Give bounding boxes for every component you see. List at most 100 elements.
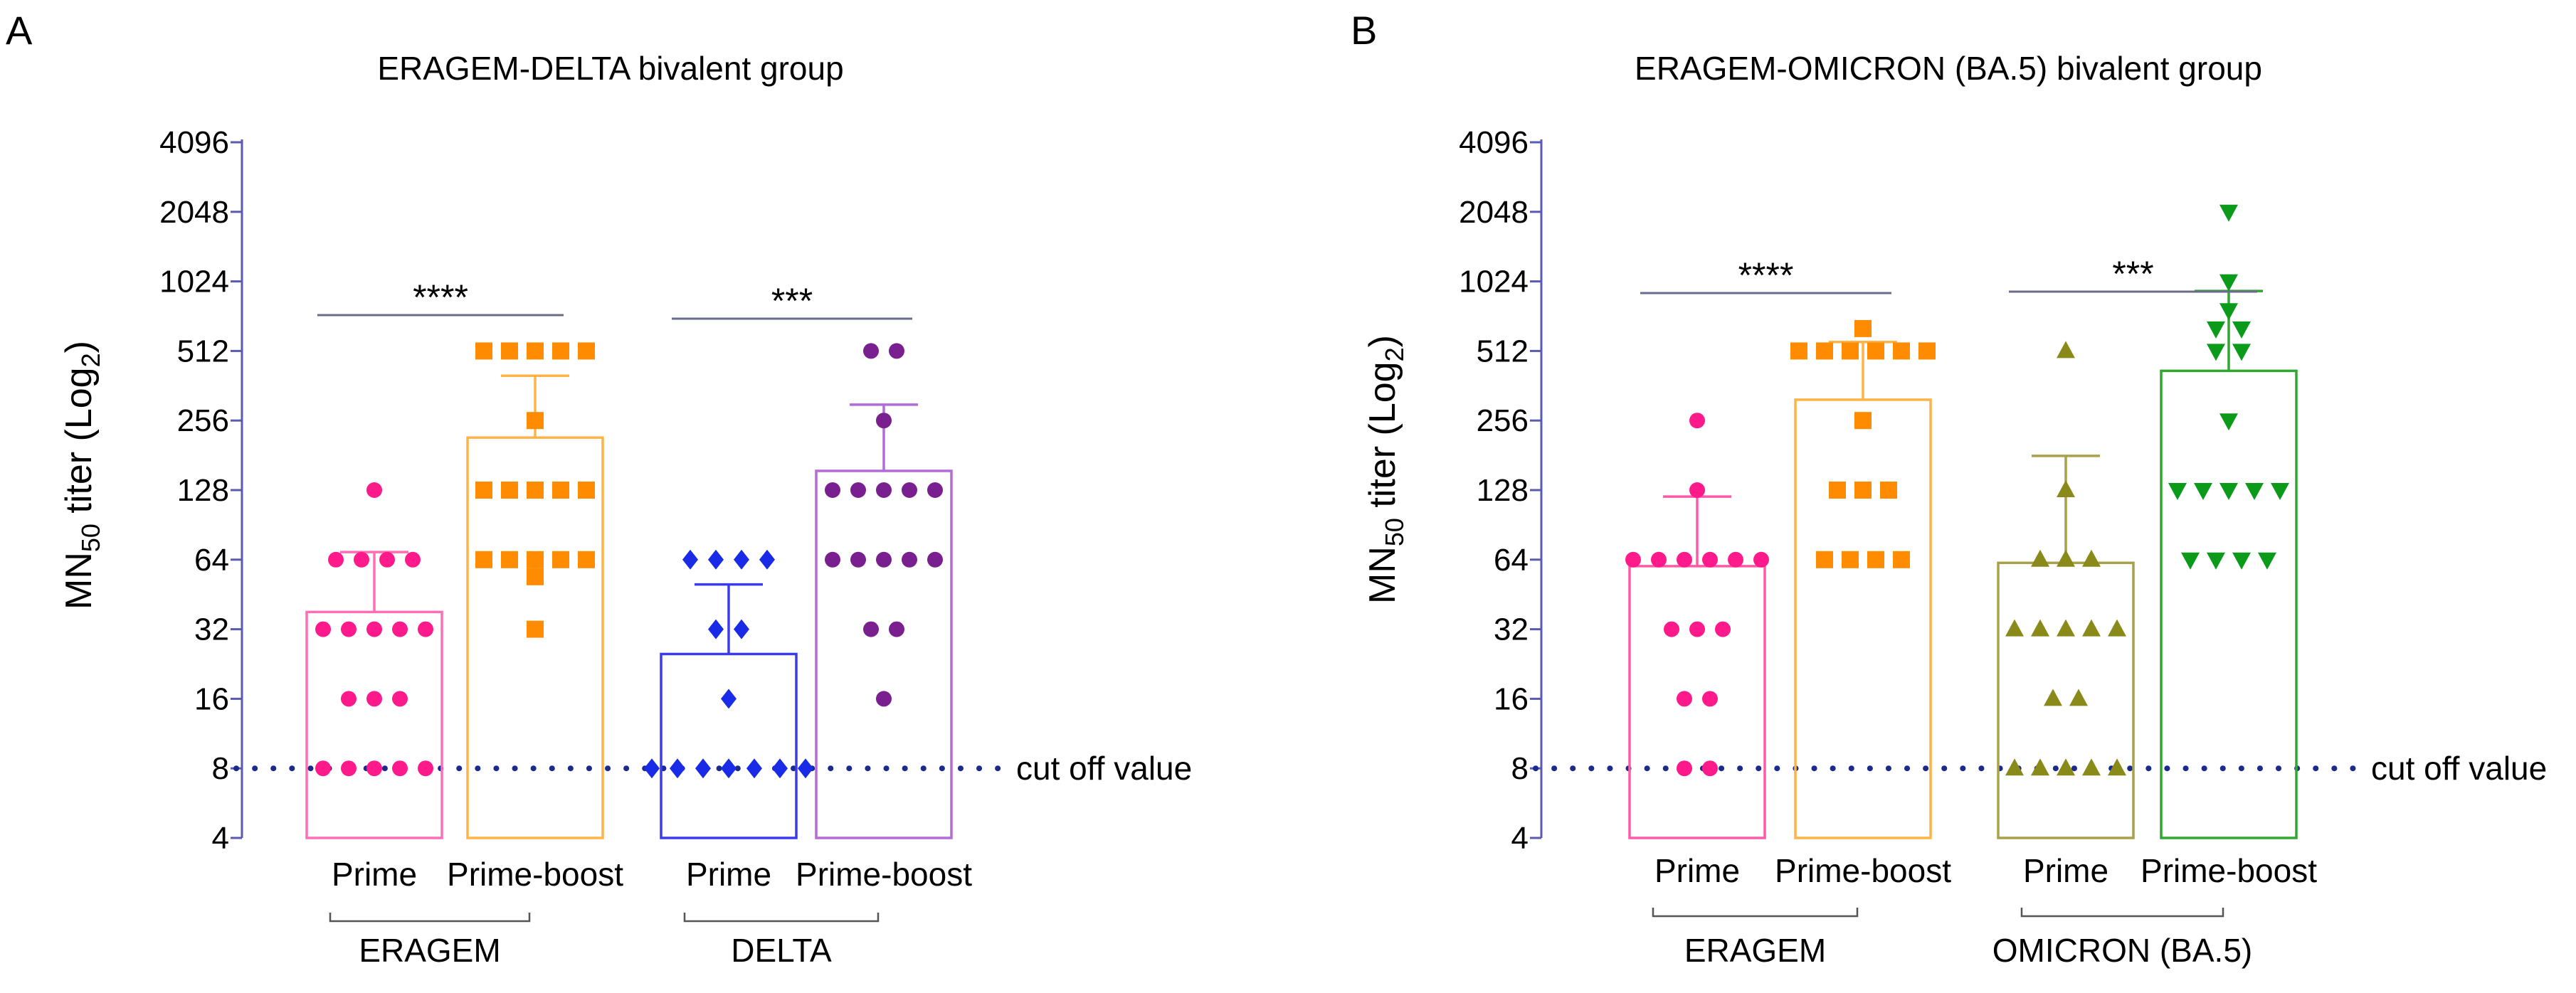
data-point bbox=[501, 482, 518, 499]
bar bbox=[1628, 565, 1766, 839]
data-point bbox=[721, 758, 737, 779]
data-point bbox=[2005, 758, 2024, 776]
data-point bbox=[2181, 552, 2200, 570]
data-point bbox=[1867, 342, 1884, 360]
data-point bbox=[721, 689, 737, 709]
data-point bbox=[315, 760, 331, 777]
data-point bbox=[2219, 204, 2238, 222]
category-label: Prime-boost bbox=[2140, 852, 2317, 889]
data-point bbox=[850, 482, 866, 498]
data-point bbox=[2219, 413, 2238, 431]
panel-b-ylabel: MN50 titer (Log2) bbox=[1362, 335, 1409, 604]
data-point bbox=[354, 551, 369, 568]
data-point bbox=[2005, 619, 2024, 637]
data-point bbox=[1753, 551, 1769, 568]
data-point bbox=[876, 551, 892, 568]
bar bbox=[660, 652, 798, 839]
data-point bbox=[1702, 760, 1718, 777]
data-point bbox=[2082, 619, 2101, 637]
data-point bbox=[366, 691, 382, 707]
y-tick-label: 4 bbox=[212, 821, 229, 856]
data-point bbox=[578, 482, 595, 499]
y-tick-label: 16 bbox=[194, 681, 229, 716]
y-tick-label: 128 bbox=[177, 473, 229, 508]
data-point bbox=[475, 342, 492, 360]
data-point bbox=[379, 551, 395, 568]
bar bbox=[1997, 561, 2135, 839]
data-point bbox=[1689, 621, 1705, 637]
data-point bbox=[1625, 551, 1641, 568]
data-point bbox=[392, 621, 408, 637]
y-tick-label: 32 bbox=[1494, 612, 1529, 647]
y-tick-label: 64 bbox=[194, 543, 229, 578]
data-point bbox=[341, 760, 357, 777]
data-point bbox=[341, 691, 357, 707]
bar bbox=[305, 610, 443, 839]
data-point bbox=[825, 482, 840, 498]
data-point bbox=[670, 758, 685, 779]
data-point bbox=[708, 549, 724, 570]
data-point bbox=[863, 343, 879, 359]
data-point bbox=[2057, 341, 2075, 359]
group-label: DELTA bbox=[731, 932, 832, 969]
data-point bbox=[1702, 551, 1718, 568]
data-point bbox=[708, 619, 724, 639]
data-point bbox=[366, 482, 382, 498]
data-point bbox=[366, 760, 382, 777]
data-point bbox=[1816, 342, 1833, 360]
data-point bbox=[1651, 551, 1667, 568]
y-tick-label: 1024 bbox=[159, 265, 229, 299]
data-point bbox=[1854, 412, 1872, 430]
panel-b-plot: 4 8 16 32 64 128 256 512 1024 2048 4096 cut off val… bbox=[1459, 125, 2547, 969]
panel-b-title: ERAGEM-OMICRON (BA.5) bivalent group bbox=[1635, 50, 2262, 87]
y-tick-label: 256 bbox=[177, 403, 229, 438]
data-point bbox=[876, 482, 892, 498]
significance-label: **** bbox=[1738, 255, 1794, 295]
data-point bbox=[2082, 549, 2101, 567]
data-point bbox=[1854, 482, 1872, 499]
data-point bbox=[1715, 621, 1731, 637]
data-point bbox=[1842, 342, 1859, 360]
data-point bbox=[2057, 549, 2075, 567]
y-tick-label: 64 bbox=[1494, 543, 1529, 578]
data-point bbox=[2219, 483, 2238, 500]
data-point bbox=[2207, 552, 2225, 570]
data-point bbox=[2168, 483, 2187, 500]
data-point bbox=[2232, 552, 2251, 570]
group-label: ERAGEM bbox=[359, 932, 500, 969]
significance-label: *** bbox=[771, 281, 813, 321]
data-point bbox=[501, 342, 518, 360]
data-point bbox=[341, 621, 357, 637]
data-point bbox=[501, 551, 518, 568]
data-point bbox=[902, 482, 917, 498]
category-label: Prime-boost bbox=[447, 856, 623, 893]
data-point bbox=[1677, 760, 1692, 777]
data-point bbox=[527, 551, 544, 568]
y-tick-label: 4 bbox=[1511, 821, 1529, 856]
data-point bbox=[2271, 483, 2289, 500]
category-label: Prime-boost bbox=[796, 856, 972, 893]
data-point bbox=[2044, 689, 2062, 706]
data-point bbox=[1728, 551, 1743, 568]
data-point bbox=[2258, 552, 2276, 570]
data-point bbox=[2031, 619, 2049, 637]
data-point bbox=[2232, 344, 2251, 361]
panel-a-ylabel: MN50 titer (Log2) bbox=[58, 341, 105, 610]
y-tick-label: 4096 bbox=[159, 125, 229, 160]
data-point bbox=[2057, 480, 2075, 497]
data-point bbox=[2219, 303, 2238, 321]
group-label: OMICRON (BA.5) bbox=[1992, 932, 2252, 969]
data-point bbox=[418, 621, 433, 637]
data-point bbox=[1677, 551, 1692, 568]
data-point bbox=[889, 343, 904, 359]
data-point bbox=[772, 758, 788, 779]
panel-a-title: ERAGEM-DELTA bivalent group bbox=[377, 50, 843, 87]
data-point bbox=[1842, 551, 1859, 568]
data-point bbox=[1689, 482, 1705, 498]
data-point bbox=[759, 549, 775, 570]
data-point bbox=[2245, 483, 2264, 500]
data-point bbox=[2108, 758, 2126, 776]
data-point bbox=[1918, 342, 1936, 360]
data-point bbox=[405, 551, 421, 568]
data-point bbox=[927, 482, 943, 498]
